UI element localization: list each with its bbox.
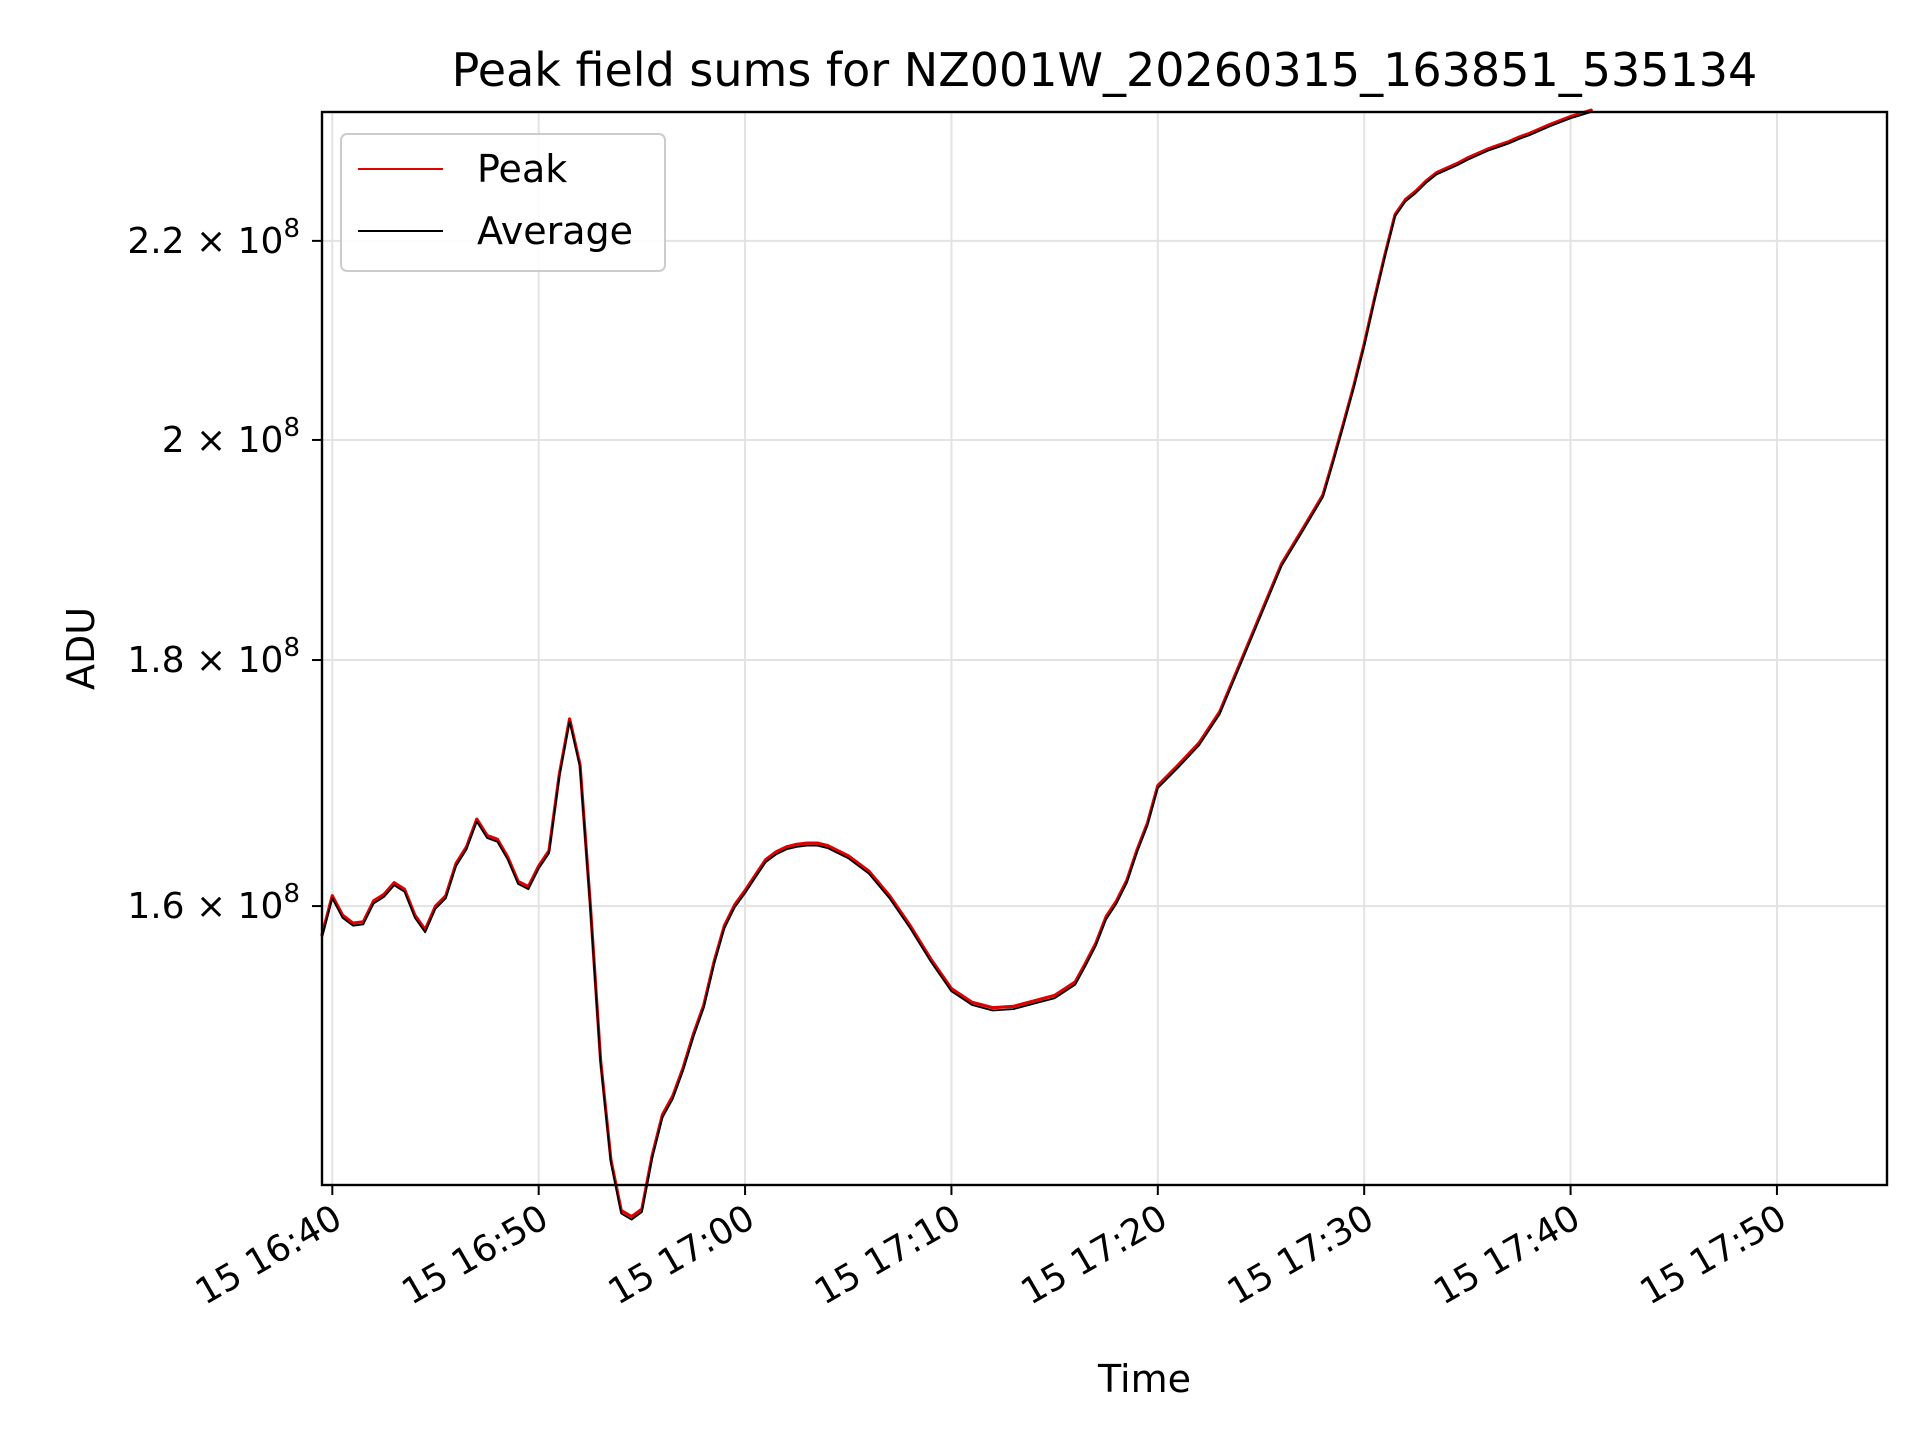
x-axis-title: Time xyxy=(1097,1357,1191,1401)
legend-label-average: Average xyxy=(477,209,633,253)
chart-title: Peak field sums for NZ001W_20260315_1638… xyxy=(452,43,1758,97)
series-layer xyxy=(320,108,1593,1221)
y-tick-label: 2.2 × 108 xyxy=(127,214,300,262)
series-line-average xyxy=(321,111,1593,1221)
plot-frame xyxy=(320,110,1889,1187)
legend-label-peak: Peak xyxy=(477,147,567,191)
y-tick-label: 1.8 × 108 xyxy=(127,633,300,681)
series-line-peak xyxy=(320,108,1593,1219)
y-axis-title: ADU xyxy=(59,607,103,690)
y-tick-label: 1.6 × 108 xyxy=(127,879,300,927)
grid xyxy=(322,112,1887,1185)
y-tick-label: 2 × 108 xyxy=(162,413,300,461)
legend: Peak Average xyxy=(340,133,666,272)
